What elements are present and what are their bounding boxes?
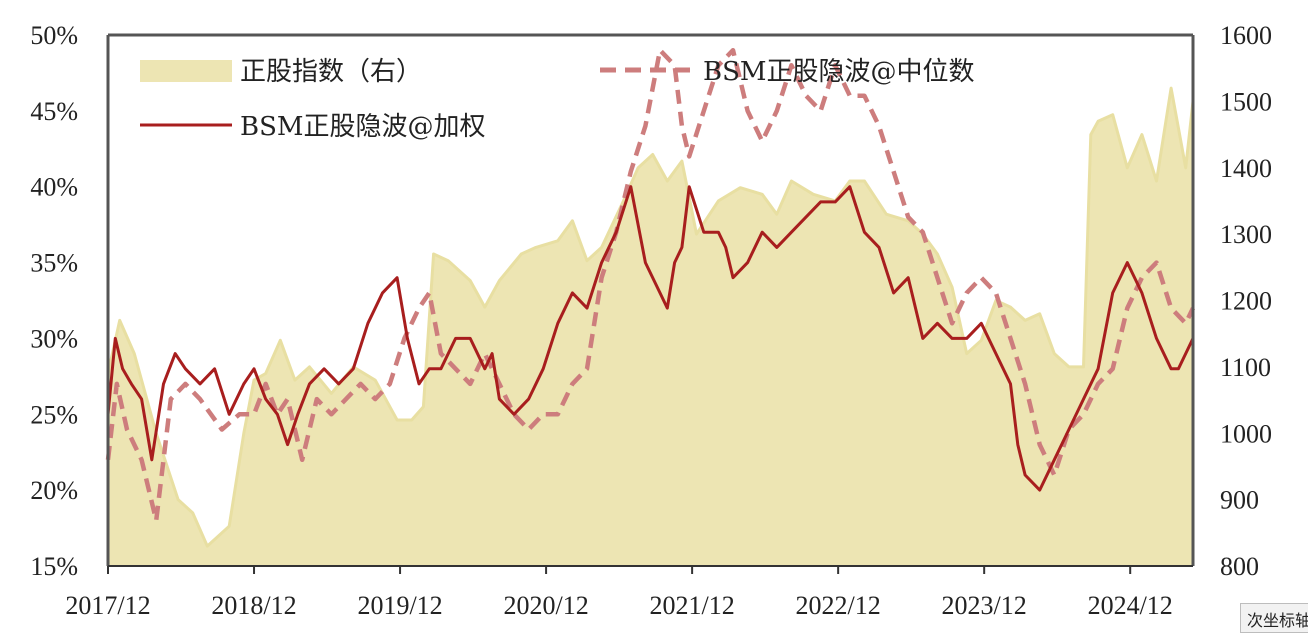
- legend-label-index: 正股指数（右）: [240, 57, 422, 87]
- x-tick-label: 2022/12: [796, 591, 881, 620]
- x-axis: 2017/12 2018/12 2019/12 2020/12 2021/12 2022/…: [65, 566, 1173, 620]
- weighted-iv-line: [106, 185, 1195, 492]
- x-tick-label: 2020/12: [503, 591, 588, 620]
- y-left-tick-label: 45%: [30, 97, 78, 126]
- weighted-iv-layer: [106, 185, 1195, 492]
- y-right-tick-label: 1500: [1220, 87, 1272, 116]
- y-left-tick-label: 50%: [30, 21, 78, 50]
- x-tick-label: 2018/12: [211, 591, 296, 620]
- x-tick-label: 2023/12: [942, 591, 1027, 620]
- left-y-axis: 15% 20% 25% 30% 35% 40% 45% 50%: [30, 21, 78, 581]
- legend-label-weighted: BSM正股隐波@加权: [240, 112, 486, 142]
- y-right-tick-label: 800: [1220, 552, 1259, 581]
- y-right-tick-label: 900: [1220, 486, 1259, 515]
- median-iv-layer: [105, 47, 1196, 523]
- y-right-tick-label: 1300: [1220, 220, 1272, 249]
- x-tick-label: 2021/12: [650, 591, 735, 620]
- y-left-tick-label: 25%: [30, 400, 78, 429]
- y-left-tick-label: 20%: [30, 476, 78, 505]
- plot-frame: [106, 33, 1195, 567]
- y-right-tick-label: 1100: [1220, 353, 1271, 382]
- index-line: [106, 86, 1195, 548]
- index-area-layer: [106, 86, 1195, 566]
- index-area: [108, 88, 1193, 566]
- legend-label-median: BSM正股隐波@中位数: [703, 57, 975, 87]
- legend: 正股指数（右） BSM正股隐波@中位数 BSM正股隐波@加权: [140, 57, 975, 142]
- y-right-tick-label: 1200: [1220, 287, 1272, 316]
- y-left-tick-label: 15%: [30, 552, 78, 581]
- x-tick-label: 2024/12: [1088, 591, 1173, 620]
- x-tick-label: 2019/12: [357, 591, 442, 620]
- legend-swatch-index: [140, 60, 232, 82]
- y-right-tick-label: 1000: [1220, 419, 1272, 448]
- y-right-tick-label: 1400: [1220, 154, 1272, 183]
- y-left-tick-label: 40%: [30, 173, 78, 202]
- y-right-tick-label: 1600: [1220, 21, 1272, 50]
- x-tick-label: 2017/12: [65, 591, 150, 620]
- y-left-tick-label: 35%: [30, 249, 78, 278]
- right-y-axis: 800 900 1000 1100 1200 1300 1400 1500 1600: [1220, 21, 1272, 581]
- y-left-tick-label: 30%: [30, 324, 78, 353]
- median-iv-line: [105, 47, 1196, 523]
- axis-tooltip: 次坐标轴: [1240, 603, 1308, 633]
